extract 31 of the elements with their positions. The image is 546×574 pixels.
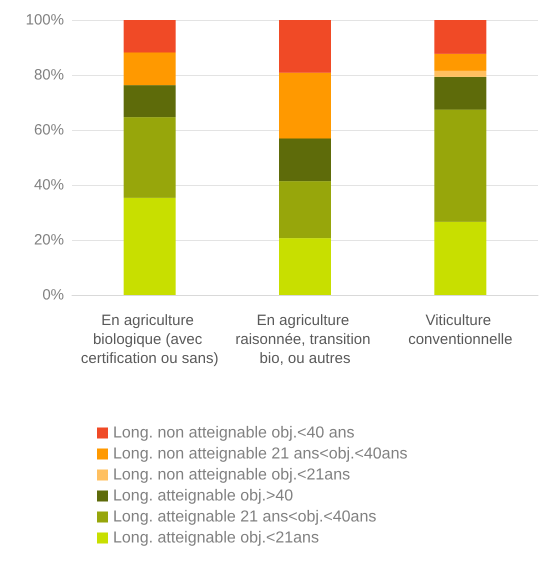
bar (434, 70, 486, 77)
legend-label: Long. non atteignable obj.<21ans (113, 466, 350, 484)
bar (434, 110, 486, 222)
y-tick-label: 40% (34, 176, 64, 194)
legend-label: Long. non atteignable obj.<40 ans (113, 424, 355, 442)
y-tick-label: 80% (34, 66, 64, 84)
bar (124, 117, 176, 198)
legend-label: Long. atteignable 21 ans<obj.<40ans (113, 508, 376, 526)
x-tick-label: En agriculture raisonnée, transition bio, ou autres (235, 312, 375, 367)
y-tick-label: 0% (42, 286, 64, 304)
bar (124, 198, 176, 295)
bar (124, 20, 176, 52)
x-tick-label: Viticulture conventionnelle (408, 312, 512, 348)
bar (279, 138, 331, 182)
legend-label: Long. atteignable obj.<21ans (113, 530, 319, 546)
y-tick-label: 100% (26, 12, 64, 28)
bar (124, 52, 176, 86)
bar (124, 85, 176, 118)
y-tick-label: 60% (34, 122, 64, 138)
bar (434, 76, 486, 110)
legend-label: Long. atteignable obj.>40 (113, 488, 294, 504)
y-tick-label: 20% (34, 232, 64, 248)
bar (434, 20, 486, 54)
bar (279, 181, 331, 238)
bar (279, 238, 331, 295)
bar (279, 72, 331, 139)
bar (434, 54, 486, 71)
bar (434, 222, 486, 295)
x-tick-label: En agriculture biologique (avec certification ou sans) (80, 312, 218, 367)
bar (279, 20, 331, 73)
legend-label: Long. non atteignable 21 ans<obj.<40ans (113, 446, 408, 462)
